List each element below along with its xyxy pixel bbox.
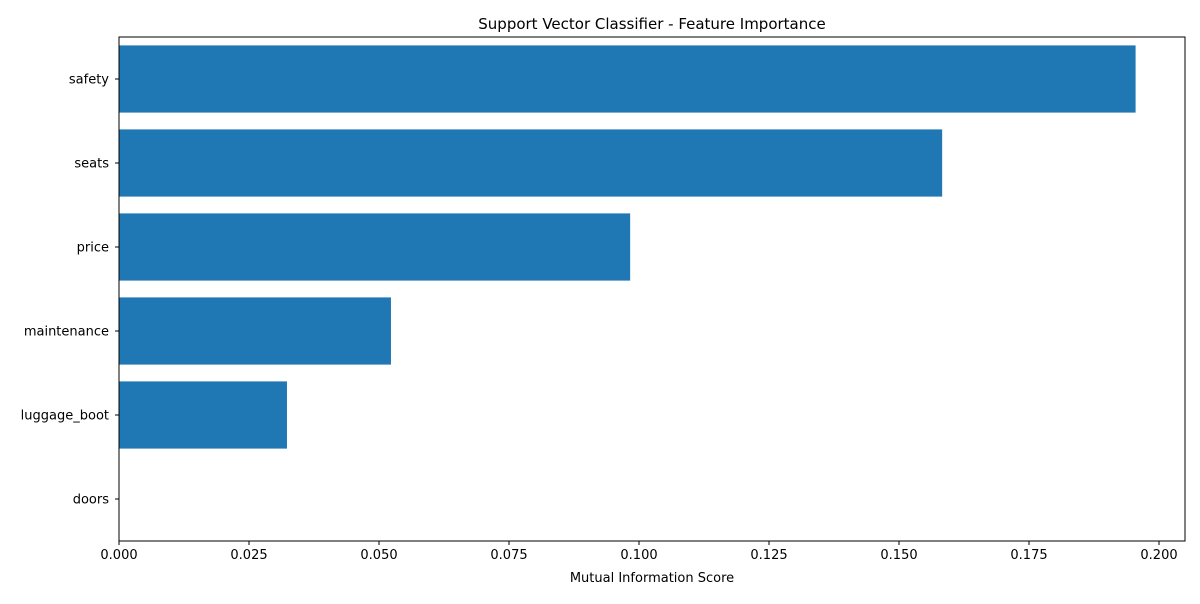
bar-safety [119, 45, 1136, 113]
bars-group [119, 45, 1136, 449]
x-tick-label: 0.050 [360, 548, 397, 563]
x-tick-label: 0.150 [880, 548, 917, 563]
bar-seats [119, 129, 943, 197]
x-tick-label: 0.000 [100, 548, 137, 563]
x-tick-label: 0.100 [620, 548, 657, 563]
y-tick-label-luggage_boot: luggage_boot [21, 409, 109, 424]
x-tick-label: 0.175 [1010, 548, 1047, 563]
plot-frame [118, 36, 1186, 542]
bar-price [119, 213, 631, 281]
x-tick-label: 0.125 [750, 548, 787, 563]
y-tick-label-seats: seats [74, 157, 109, 172]
x-tick-label: 0.200 [1140, 548, 1177, 563]
y-tick-label-safety: safety [69, 73, 109, 88]
x-axis: 0.000 0.025 0.050 0.075 0.100 0.125 0.150 0.175… [100, 541, 1178, 563]
x-tick-label: 0.075 [490, 548, 527, 563]
y-tick-label-maintenance: maintenance [24, 325, 109, 340]
y-tick-label-price: price [77, 241, 109, 256]
y-axis: safety seats price maintenance luggage_bootd… [21, 73, 119, 508]
bar-maintenance [119, 297, 391, 365]
x-axis-label: Mutual Information Score [570, 571, 734, 586]
y-tick-label-doors: doors [73, 493, 110, 508]
chart-title: Support Vector Classifier - Feature Impo… [478, 15, 825, 33]
bar-luggage_boot [119, 381, 287, 449]
x-tick-label: 0.025 [230, 548, 267, 563]
